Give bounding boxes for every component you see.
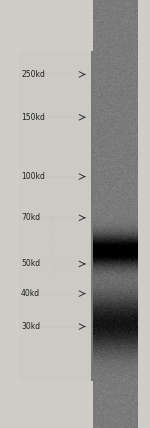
Text: 40kd: 40kd xyxy=(21,289,40,298)
Text: www.PTGLAB.COM: www.PTGLAB.COM xyxy=(51,214,56,272)
Text: 30kd: 30kd xyxy=(21,322,40,331)
Text: 70kd: 70kd xyxy=(21,213,40,222)
FancyBboxPatch shape xyxy=(91,51,126,381)
Text: 250kd: 250kd xyxy=(21,70,45,79)
FancyBboxPatch shape xyxy=(19,51,91,381)
Text: 50kd: 50kd xyxy=(21,259,40,268)
Text: 150kd: 150kd xyxy=(21,113,45,122)
Text: 100kd: 100kd xyxy=(21,172,45,181)
